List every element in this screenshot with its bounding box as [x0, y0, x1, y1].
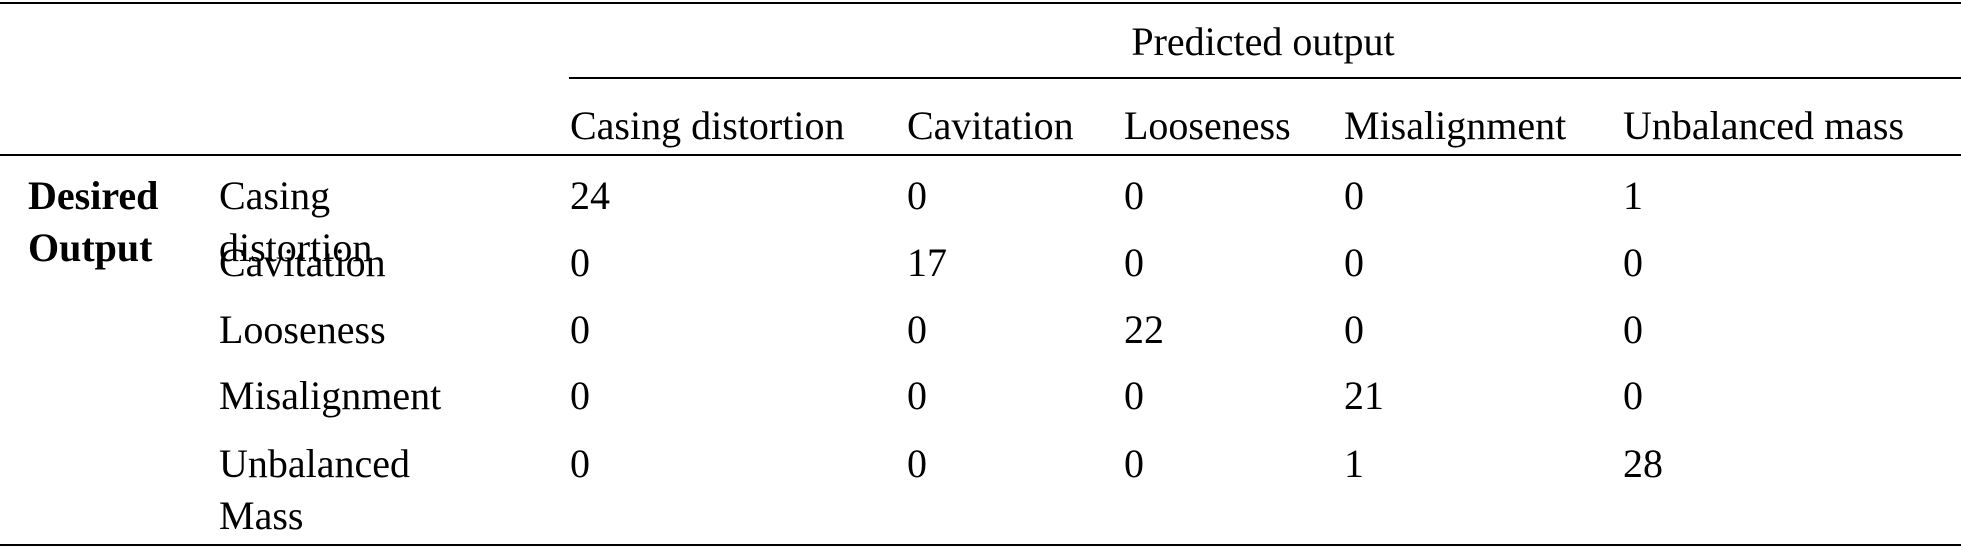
cell-value: 0 [1124, 373, 1144, 418]
cell-value: 0 [1344, 240, 1364, 285]
top-rule [0, 2, 1961, 4]
header-rule [569, 77, 1961, 79]
cell-value: 0 [570, 240, 590, 285]
cell-value: 0 [1623, 373, 1643, 418]
column-header: Unbalanced mass [1623, 103, 1905, 148]
cell-value: 17 [907, 240, 947, 285]
bottom-rule [0, 544, 1961, 546]
cell-value: 0 [1344, 307, 1364, 352]
cell-value: 0 [1124, 173, 1144, 218]
row-label: Cavitation [219, 240, 386, 285]
cell-value: 28 [1623, 441, 1663, 486]
cell-value: 0 [907, 373, 927, 418]
cell-value: 0 [1623, 307, 1643, 352]
column-header: Looseness [1124, 103, 1291, 148]
cell-value: 0 [570, 307, 590, 352]
cell-value: 24 [570, 173, 610, 218]
row-label: Casing distortion [219, 173, 373, 270]
cell-value: 0 [1124, 441, 1144, 486]
table-title: Predicted output [1131, 19, 1395, 64]
cell-value: 0 [570, 441, 590, 486]
cell-value: 21 [1344, 373, 1384, 418]
column-header: Casing distortion [570, 103, 845, 148]
row-label: Misalignment [219, 373, 442, 418]
column-header: Cavitation [907, 103, 1074, 148]
row-label: Unbalanced Mass [219, 441, 411, 538]
cell-value: 0 [907, 307, 927, 352]
row-label: Looseness [219, 307, 386, 352]
cell-value: 0 [1124, 240, 1144, 285]
cell-value: 0 [907, 441, 927, 486]
cell-value: 0 [907, 173, 927, 218]
header-bottom-rule [0, 154, 1961, 156]
cell-value: 0 [570, 373, 590, 418]
cell-value: 1 [1344, 441, 1364, 486]
cell-value: 0 [1623, 240, 1643, 285]
cell-value: 0 [1344, 173, 1364, 218]
cell-value: 1 [1623, 173, 1643, 218]
row-group-label: Desired Output [28, 173, 159, 270]
column-header: Misalignment [1344, 103, 1567, 148]
cell-value: 22 [1124, 307, 1164, 352]
